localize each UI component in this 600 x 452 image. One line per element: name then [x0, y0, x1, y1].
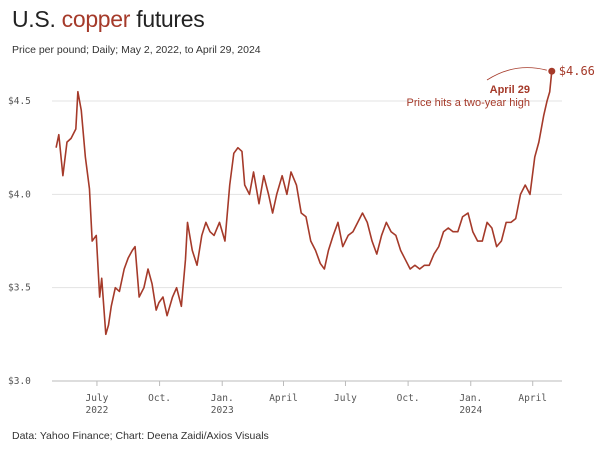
- title-part: futures: [130, 6, 205, 32]
- chart-title: U.S. copper futures: [12, 6, 205, 33]
- y-tick-label: $3.5: [8, 283, 31, 294]
- title-part: copper: [61, 6, 131, 32]
- x-tick-year: 2024: [459, 405, 482, 416]
- x-tick-label: Jan.: [211, 393, 234, 404]
- y-tick-label: $4.0: [8, 189, 31, 200]
- x-tick-label: April: [518, 393, 547, 404]
- x-tick-label: Jan.: [459, 393, 482, 404]
- annotation-title: April 29: [489, 84, 530, 96]
- x-tick-label: April: [269, 393, 298, 404]
- title-part: U.S.: [12, 6, 62, 32]
- end-value-label: $4.66: [559, 64, 595, 78]
- x-tick-label: July: [334, 393, 357, 404]
- x-tick-label: Oct.: [397, 393, 420, 404]
- annotation-arrow: [486, 67, 547, 81]
- y-tick-label: $4.5: [8, 96, 31, 107]
- x-tick-label: July: [85, 393, 108, 404]
- x-tick-label: Oct.: [148, 393, 171, 404]
- y-tick-label: $3.0: [8, 376, 31, 387]
- x-tick-year: 2022: [85, 405, 108, 416]
- x-tick-year: 2023: [211, 405, 234, 416]
- subtitle: Price per pound; Daily; May 2, 2022, to …: [12, 44, 261, 56]
- source: Data: Yahoo Finance; Chart: Deena Zaidi/…: [12, 430, 269, 442]
- end-dot: [548, 67, 556, 75]
- annotation-text: Price hits a two-year high: [406, 97, 531, 109]
- line: [55, 71, 553, 336]
- annotation: April 29 Price hits a two-year high: [400, 84, 531, 110]
